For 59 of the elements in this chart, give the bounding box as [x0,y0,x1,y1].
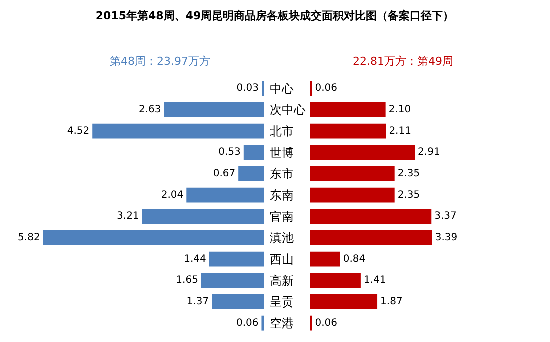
bar [310,294,378,310]
data-label: 2.35 [398,168,420,180]
data-label: 0.84 [343,254,366,265]
bar [186,188,264,203]
data-label: 1.65 [176,275,198,286]
y-tick-label: 东南 [270,188,294,203]
bar [164,102,264,118]
y-tick-label: 官南 [270,210,294,224]
bar [310,273,361,288]
data-label: 1.44 [184,254,206,265]
data-label: 2.91 [418,147,440,158]
bar [310,102,386,118]
data-label: 2.35 [398,190,420,201]
bar [310,188,395,203]
y-tick-label: 次中心 [270,103,306,118]
y-tick-label: 北市 [270,124,294,139]
bar [43,230,264,246]
y-tick-label: 中心 [270,82,294,96]
bar [310,124,386,139]
bar [310,166,395,182]
data-label: 0.06 [315,83,338,94]
y-tick-label: 滇池 [270,231,294,246]
text: 第48周：23.97万方 [110,55,210,68]
data-label: 1.87 [380,296,403,308]
y-tick-label: 呈贡 [270,295,294,310]
data-label: 0.67 [213,168,236,180]
y-tick-label: 世博 [270,146,294,160]
bar [201,273,264,288]
bar [310,145,416,160]
bar [209,252,264,267]
data-label: 2.10 [388,104,412,116]
data-label: 0.03 [236,83,259,94]
data-label: 1.41 [364,275,386,286]
data-label: 0.06 [315,318,338,329]
bar [142,209,264,224]
data-label: 3.37 [434,211,457,222]
y-tick-label: 东市 [270,167,294,182]
bar [238,166,264,182]
bar [310,252,340,267]
y-tick-label: 西山 [270,252,294,267]
bar [212,294,264,310]
data-label: 3.39 [435,232,458,244]
data-label: 2.63 [139,104,162,116]
y-tick-label: 高新 [270,274,294,288]
bar [310,209,432,224]
data-label: 2.04 [161,190,184,201]
data-label: 0.53 [218,147,241,158]
y-tick-label: 空港 [270,316,294,331]
data-label: 1.37 [186,296,210,308]
chart-title: 2015年第48周、49周昆明商品房各板块成交面积对比图（备案口径下） [96,10,454,23]
data-label: 5.82 [18,232,40,244]
data-label: 4.52 [67,126,90,137]
text: 22.81万方：第49周 [353,55,454,68]
data-label: 0.06 [236,318,259,329]
data-label: 3.21 [117,211,140,222]
bar [92,124,264,139]
data-label: 2.11 [389,126,412,137]
bar [310,230,432,246]
bar [244,145,264,160]
